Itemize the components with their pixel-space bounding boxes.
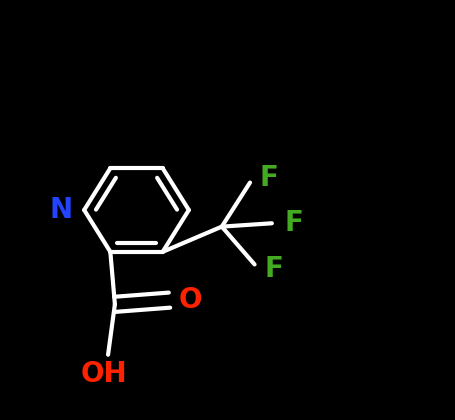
Text: F: F bbox=[264, 255, 283, 283]
Text: OH: OH bbox=[80, 360, 127, 388]
Text: F: F bbox=[284, 209, 303, 237]
Text: N: N bbox=[50, 196, 73, 224]
Text: F: F bbox=[260, 164, 278, 192]
Text: O: O bbox=[178, 286, 202, 314]
